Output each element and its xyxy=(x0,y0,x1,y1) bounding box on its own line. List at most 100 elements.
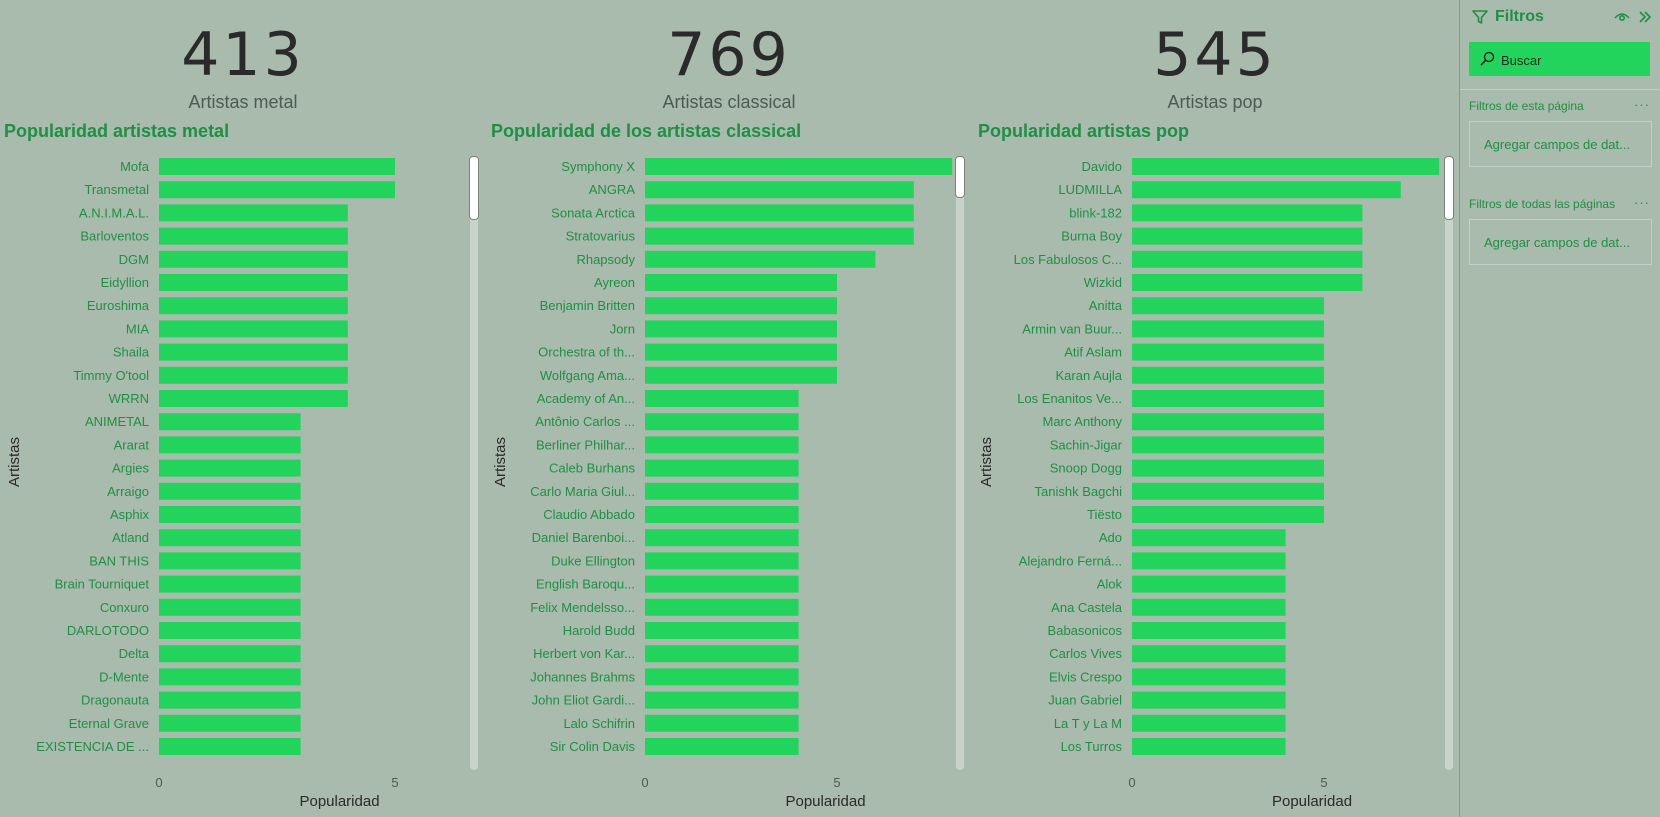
bar xyxy=(159,714,301,732)
bar xyxy=(159,552,301,570)
page-filters-drop-well[interactable]: Agregar campos de dat... xyxy=(1469,121,1652,167)
chart-metal-scroll-thumb[interactable] xyxy=(469,156,479,220)
bar xyxy=(645,575,799,593)
bar xyxy=(159,436,301,454)
bar xyxy=(159,320,348,338)
search-input[interactable] xyxy=(1499,42,1648,78)
bar xyxy=(645,413,799,431)
category-label: Asphix xyxy=(110,507,150,522)
y-axis-title: Artistas xyxy=(978,437,995,487)
bar xyxy=(645,598,799,616)
all-filters-more-button[interactable]: ··· xyxy=(1634,195,1650,210)
chart-metal[interactable]: Mofa Transmetal A.N.I.M.A.L. Barloventos DGM… xyxy=(0,0,486,817)
category-label: Davido xyxy=(1082,159,1122,174)
category-label: BAN THIS xyxy=(89,553,149,568)
category-label: John Eliot Gardi... xyxy=(532,693,635,708)
bar xyxy=(645,181,914,199)
y-axis-title: Artistas xyxy=(6,437,23,487)
category-label: Eidyllion xyxy=(101,275,149,290)
bar xyxy=(1132,204,1363,222)
category-label: Juan Gabriel xyxy=(1048,693,1122,708)
category-label: Argies xyxy=(112,461,149,476)
bar xyxy=(1132,343,1324,361)
category-label: Burna Boy xyxy=(1061,229,1122,244)
category-label: Los Enanitos Ve... xyxy=(1017,391,1122,406)
chart-pop-scrollbar[interactable] xyxy=(1444,156,1454,770)
bar xyxy=(159,343,348,361)
bar xyxy=(159,366,348,384)
bar xyxy=(645,506,799,523)
bar xyxy=(159,575,301,593)
category-label: Eternal Grave xyxy=(69,716,149,731)
bar xyxy=(1132,413,1324,431)
category-label: Los Fabulosos C... xyxy=(1014,252,1122,267)
bar xyxy=(159,158,395,175)
x-axis-title: Popularidad xyxy=(785,793,865,810)
category-label: Brain Tourniquet xyxy=(55,577,150,592)
category-label: blink-182 xyxy=(1069,205,1122,220)
category-label: LUDMILLA xyxy=(1058,182,1122,197)
category-label: Barloventos xyxy=(80,229,149,244)
bar xyxy=(645,552,799,570)
panel-classical: 769 Artistas classical Popularidad de lo… xyxy=(486,0,972,817)
x-tick-label: 5 xyxy=(833,775,840,790)
chart-pop[interactable]: Davido LUDMILLA blink-182 Burna Boy Los Fabu… xyxy=(972,0,1458,817)
bar xyxy=(159,482,301,500)
category-label: Los Turros xyxy=(1061,739,1123,754)
bar xyxy=(645,529,799,547)
bar xyxy=(1132,436,1324,454)
category-label: Tanishk Bagchi xyxy=(1035,484,1123,499)
collapse-pane-icon[interactable] xyxy=(1637,9,1653,25)
category-label: Alejandro Ferná... xyxy=(1019,553,1122,568)
bar xyxy=(159,413,301,431)
search-icon xyxy=(1480,51,1495,66)
kpi-classical-value: 769 xyxy=(667,20,791,90)
category-label: MIA xyxy=(126,321,149,336)
bar xyxy=(159,506,301,523)
bar xyxy=(645,227,914,245)
x-axis-title: Popularidad xyxy=(299,793,379,810)
chart-pop-scroll-thumb[interactable] xyxy=(1444,156,1454,220)
category-label: Johannes Brahms xyxy=(530,669,635,684)
category-label: Delta xyxy=(119,646,150,661)
chart-metal-scrollbar[interactable] xyxy=(469,156,479,770)
chart-classical[interactable]: Symphony X ANGRA Sonata Arctica Stratovariu… xyxy=(486,0,972,817)
bar xyxy=(645,668,799,686)
bar xyxy=(1132,529,1286,547)
category-label: Academy of An... xyxy=(537,391,635,406)
bar xyxy=(1132,598,1286,616)
bar xyxy=(645,204,914,222)
category-label: DGM xyxy=(119,252,149,267)
filters-search[interactable] xyxy=(1469,42,1650,78)
bar xyxy=(1132,459,1324,477)
page-filters-more-button[interactable]: ··· xyxy=(1634,97,1650,112)
bar xyxy=(1132,482,1324,500)
category-label: Berliner Philhar... xyxy=(536,437,635,452)
bar xyxy=(159,645,301,663)
bar xyxy=(645,436,799,454)
chart-classical-scroll-thumb[interactable] xyxy=(955,156,965,198)
bar xyxy=(1132,181,1401,199)
bar xyxy=(1132,158,1440,175)
kpi-metal-value: 413 xyxy=(181,20,305,90)
category-label: Orchestra of th... xyxy=(538,345,635,360)
category-label: Atif Aslam xyxy=(1064,345,1122,360)
bar xyxy=(1132,714,1286,732)
all-filters-drop-well[interactable]: Agregar campos de dat... xyxy=(1469,219,1652,265)
bar xyxy=(1132,227,1363,245)
bar xyxy=(1132,668,1286,686)
category-label: Carlos Vives xyxy=(1049,646,1122,661)
bar xyxy=(645,297,837,315)
bar xyxy=(1132,297,1324,315)
category-label: Benjamin Britten xyxy=(540,298,635,313)
panel-metal: 413 Artistas metal Popularidad artistas … xyxy=(0,0,486,817)
bar xyxy=(1132,691,1286,709)
category-label: Herbert von Kar... xyxy=(533,646,635,661)
kpi-classical-label: Artistas classical xyxy=(662,92,796,112)
eye-icon[interactable] xyxy=(1613,9,1631,25)
x-tick-label: 0 xyxy=(641,775,648,790)
chart-classical-scrollbar[interactable] xyxy=(955,156,965,770)
bar xyxy=(159,274,348,291)
chart-metal-title: Popularidad artistas metal xyxy=(4,121,230,141)
category-label: Anitta xyxy=(1089,298,1123,313)
